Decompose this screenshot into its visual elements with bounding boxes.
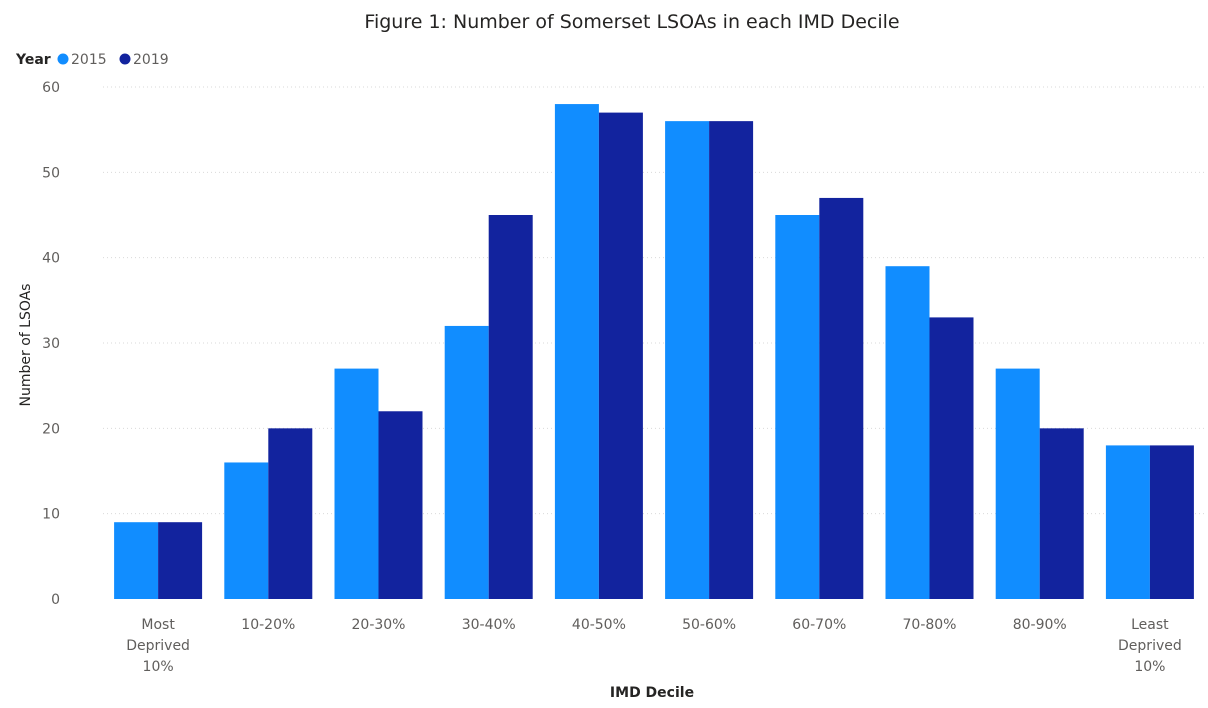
y-tick-label: 10 — [42, 507, 60, 523]
bar-2015-8[interactable] — [995, 368, 1040, 599]
legend-label-2015[interactable]: 2015 — [71, 52, 107, 68]
bar-2015-9[interactable] — [1105, 445, 1150, 599]
bar-2019-3[interactable] — [488, 215, 533, 599]
x-tick-label: 50-60% — [682, 617, 736, 633]
bar-2019-5[interactable] — [709, 121, 754, 599]
bar-2015-6[interactable] — [775, 215, 820, 599]
x-axis-label: IMD Decile — [610, 685, 694, 701]
legend-label-2019[interactable]: 2019 — [133, 52, 169, 68]
x-tick-label: 10-20% — [241, 617, 295, 633]
legend: Year 2015 2019 — [15, 52, 169, 68]
x-tick-label: 70-80% — [903, 617, 957, 633]
y-tick-label: 30 — [42, 336, 60, 352]
y-tick-label: 40 — [42, 251, 60, 267]
bar-2019-4[interactable] — [598, 112, 643, 599]
legend-marker-2019[interactable] — [119, 53, 131, 65]
bar-2019-7[interactable] — [929, 317, 974, 599]
bar-2015-7[interactable] — [885, 266, 930, 599]
y-tick-label: 50 — [42, 165, 60, 181]
y-axis-label: Number of LSOAs — [18, 284, 34, 407]
bar-2019-8[interactable] — [1039, 428, 1084, 599]
x-tick-label: 80-90% — [1013, 617, 1067, 633]
bars — [114, 104, 1194, 600]
x-tick-label: Most Deprived 10% — [126, 617, 190, 675]
bar-2015-2[interactable] — [334, 368, 379, 599]
bar-2019-9[interactable] — [1149, 445, 1194, 599]
legend-marker-2015[interactable] — [57, 53, 69, 65]
x-axis-ticks: Most Deprived 10% 10-20% 20-30% 30-40% 40-50% 5… — [126, 617, 1182, 675]
y-axis-ticks: 0 10 20 30 40 50 60 — [42, 80, 60, 608]
x-tick-label: Least Deprived 10% — [1118, 617, 1182, 675]
bar-2019-0[interactable] — [158, 522, 203, 599]
y-tick-label: 60 — [42, 80, 60, 96]
x-tick-label: 20-30% — [352, 617, 406, 633]
y-tick-label: 0 — [51, 592, 60, 608]
y-tick-label: 20 — [42, 421, 60, 437]
bar-2019-6[interactable] — [819, 197, 864, 599]
legend-title[interactable]: Year — [15, 52, 51, 68]
bar-2015-0[interactable] — [114, 522, 159, 599]
x-tick-label: 30-40% — [462, 617, 516, 633]
bar-2015-1[interactable] — [224, 462, 269, 599]
bar-2015-3[interactable] — [444, 325, 489, 599]
x-tick-label: 40-50% — [572, 617, 626, 633]
x-tick-label: 60-70% — [792, 617, 846, 633]
bar-2019-2[interactable] — [378, 411, 423, 599]
bar-2019-1[interactable] — [268, 428, 313, 599]
chart-title: Figure 1: Number of Somerset LSOAs in ea… — [364, 11, 899, 33]
bar-2015-4[interactable] — [554, 104, 599, 600]
bar-2015-5[interactable] — [665, 121, 710, 599]
